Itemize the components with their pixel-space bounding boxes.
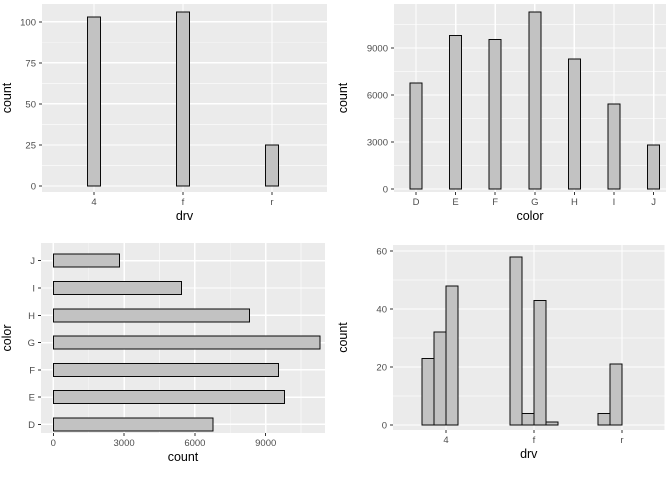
x-tick-label: D	[413, 197, 420, 208]
bar	[52, 417, 214, 432]
y-axis-title: count	[336, 322, 350, 353]
x-tick-label: r	[270, 197, 273, 208]
x-tick-label: 6000	[184, 438, 205, 449]
bar	[609, 363, 623, 426]
x-tick-label: H	[571, 197, 578, 208]
y-tick-label: 0	[382, 421, 387, 432]
x-tick-label: J	[651, 197, 656, 208]
x-tick-label: 4	[91, 197, 96, 208]
x-tick-label: E	[452, 197, 458, 208]
y-tick-label: I	[32, 284, 35, 295]
x-tick-label: G	[531, 197, 538, 208]
x-tick-label: 4	[443, 435, 448, 446]
y-tick-label: 20	[376, 363, 387, 374]
bar	[52, 390, 286, 405]
x-tick-label: 0	[51, 438, 56, 449]
x-tick-label: I	[613, 197, 616, 208]
bar	[445, 285, 459, 426]
bar	[533, 299, 547, 426]
y-tick-label: E	[29, 393, 35, 404]
y-tick-label: J	[30, 256, 35, 267]
x-tick-label: 9000	[255, 438, 276, 449]
x-tick-label: 3000	[114, 438, 135, 449]
bar	[521, 412, 535, 426]
bar	[52, 362, 279, 377]
y-tick-label: 25	[25, 140, 36, 151]
y-axis-title: color	[0, 324, 14, 351]
x-tick-label: F	[492, 197, 498, 208]
bar	[607, 103, 621, 190]
y-tick-label: 0	[31, 182, 36, 193]
y-tick-label: G	[28, 338, 35, 349]
bar	[52, 308, 250, 323]
y-tick-label: 6000	[367, 90, 388, 101]
chart-drv-count-grouped-bar: 0 20 40 60 4 f r drv count	[336, 240, 672, 480]
y-axis-title: count	[0, 82, 14, 113]
bar	[265, 144, 279, 187]
y-tick-label: 0	[383, 185, 388, 196]
y-tick-label: H	[28, 311, 35, 322]
bar	[647, 144, 661, 190]
bar	[509, 256, 523, 426]
y-tick-label: 9000	[367, 43, 388, 54]
y-tick-label: D	[28, 420, 35, 431]
bar	[87, 16, 101, 187]
bar	[421, 357, 435, 426]
bar	[433, 331, 447, 426]
y-tick-label: 60	[376, 247, 387, 258]
y-tick-label: 75	[25, 58, 36, 69]
bar	[52, 281, 182, 295]
y-tick-label: 3000	[367, 137, 388, 148]
bar	[409, 82, 423, 190]
bar	[52, 253, 121, 268]
x-tick-label: f	[533, 435, 536, 446]
y-tick-label: 50	[25, 99, 36, 110]
y-tick-label: 100	[20, 17, 36, 28]
chart-drv-count-bar: 0 25 50 75 100 4 f r drv count	[0, 0, 336, 240]
bar	[488, 39, 502, 190]
x-axis-title: count	[168, 450, 199, 464]
bar	[52, 335, 321, 350]
bar	[528, 11, 542, 190]
bar	[567, 58, 581, 190]
bar	[597, 412, 611, 426]
bar	[449, 35, 463, 190]
y-tick-label: 40	[376, 305, 387, 316]
bar	[176, 11, 190, 187]
y-tick-label: F	[29, 365, 35, 376]
bar	[545, 421, 559, 426]
x-tick-label: f	[182, 197, 185, 208]
x-axis-title: drv	[176, 209, 194, 223]
y-axis-title: count	[336, 82, 350, 113]
x-axis-title: color	[516, 209, 543, 223]
x-tick-label: r	[620, 435, 623, 446]
x-axis-title: drv	[520, 447, 538, 461]
